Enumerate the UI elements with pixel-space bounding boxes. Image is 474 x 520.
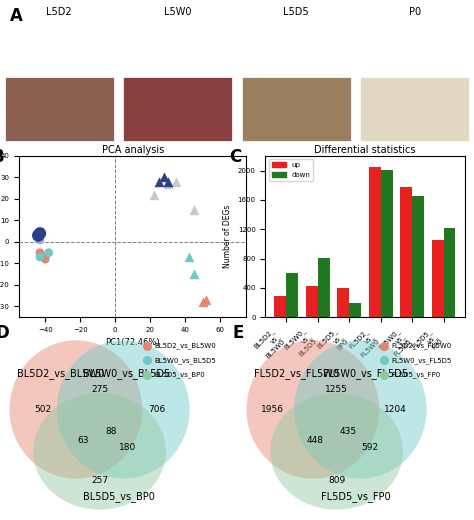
Ellipse shape [246,340,379,478]
Text: 435: 435 [340,427,357,436]
FancyBboxPatch shape [242,77,351,141]
Text: BL5D5_vs_BP0: BL5D5_vs_BP0 [82,491,155,502]
FancyBboxPatch shape [360,77,469,141]
Point [35,233,42,242]
Text: 1255: 1255 [325,385,348,394]
Point [143,371,151,379]
Legend: BL5D2, BL5W0, BL5D5, BP0, FL5D2, FL5W0, FL5D5, FP0: BL5D2, BL5W0, BL5D5, BP0, FL5D2, FL5W0, … [301,159,339,218]
Text: FL5D2_vs_FL5W0: FL5D2_vs_FL5W0 [254,368,338,379]
Title: PCA analysis: PCA analysis [101,145,164,155]
Point [143,356,151,365]
Point [173,178,180,186]
Y-axis label: Number of DEGs: Number of DEGs [223,205,232,268]
Text: 448: 448 [307,436,324,445]
Text: FL5D2_vs_FL5W0: FL5D2_vs_FL5W0 [391,343,451,349]
Point [190,205,198,214]
Point [36,236,44,244]
Text: L5W0: L5W0 [164,7,191,17]
Point [150,190,157,199]
Bar [432,240,444,317]
Legend: up, down: up, down [269,160,313,180]
Point [160,173,168,181]
Point [202,296,210,304]
Bar [274,296,286,317]
Point [155,178,163,186]
Text: BL5W0_vs_BL5D5: BL5W0_vs_BL5D5 [154,357,216,363]
Text: FL5D5_vs_FP0: FL5D5_vs_FP0 [391,372,440,378]
Text: 809: 809 [328,476,345,485]
Text: D: D [0,324,9,342]
Text: 275: 275 [91,385,108,394]
Point [164,178,172,186]
Bar [412,196,424,317]
Text: 706: 706 [148,405,165,414]
Text: C: C [229,148,242,166]
Text: FL5W0_vs_FL5D5: FL5W0_vs_FL5D5 [391,357,451,363]
Point [380,356,388,365]
Text: P0: P0 [409,7,421,17]
FancyBboxPatch shape [242,150,351,214]
FancyBboxPatch shape [360,150,469,214]
Point [185,253,192,261]
Ellipse shape [294,340,427,478]
Bar [369,167,381,317]
Point [36,249,44,257]
Text: L5D2: L5D2 [46,7,72,17]
Point [190,270,198,278]
Text: 63: 63 [77,436,89,445]
Text: BL5D2_vs_BL5W0: BL5D2_vs_BL5W0 [17,368,104,379]
FancyBboxPatch shape [123,150,232,214]
FancyBboxPatch shape [5,77,114,141]
Point [41,253,49,261]
Point [45,249,53,257]
Bar [318,258,330,317]
Ellipse shape [33,393,166,510]
Text: 502: 502 [34,405,51,414]
Text: E: E [232,324,244,342]
Bar [306,287,318,317]
Point [36,253,44,261]
Point [35,231,42,240]
Text: FL5D5_vs_FP0: FL5D5_vs_FP0 [321,491,390,502]
Text: FL5W0_vs_FL5D5: FL5W0_vs_FL5D5 [323,368,408,379]
Title: Differential statistics: Differential statistics [314,145,416,155]
Text: 88: 88 [106,427,117,436]
Ellipse shape [57,340,190,478]
Point [380,342,388,350]
Bar [400,187,412,317]
Text: BL5D2_vs_BL5W0: BL5D2_vs_BL5W0 [154,343,216,349]
Text: B: B [0,148,4,166]
Text: L5D5: L5D5 [283,7,309,17]
Text: 1956: 1956 [261,405,284,414]
Bar [337,288,349,317]
FancyBboxPatch shape [123,77,232,141]
Point [199,298,207,306]
Text: 180: 180 [119,443,137,452]
Bar [381,170,392,317]
Text: A: A [9,7,22,25]
Text: BL5D5_vs_BP0: BL5D5_vs_BP0 [154,372,205,378]
Bar [349,303,361,317]
Point [164,180,172,188]
Point [380,371,388,379]
Point [143,342,151,350]
X-axis label: PC1(72.46%): PC1(72.46%) [105,339,160,347]
Ellipse shape [270,393,403,510]
Point [36,229,44,238]
Point [41,255,49,263]
Ellipse shape [9,340,142,478]
FancyBboxPatch shape [5,150,114,214]
Bar [286,273,298,317]
Text: 1204: 1204 [384,405,407,414]
Text: BL5W0_vs_BL5D5: BL5W0_vs_BL5D5 [83,368,171,379]
Bar [444,228,456,317]
Text: 592: 592 [361,443,378,452]
Text: 257: 257 [91,476,108,485]
